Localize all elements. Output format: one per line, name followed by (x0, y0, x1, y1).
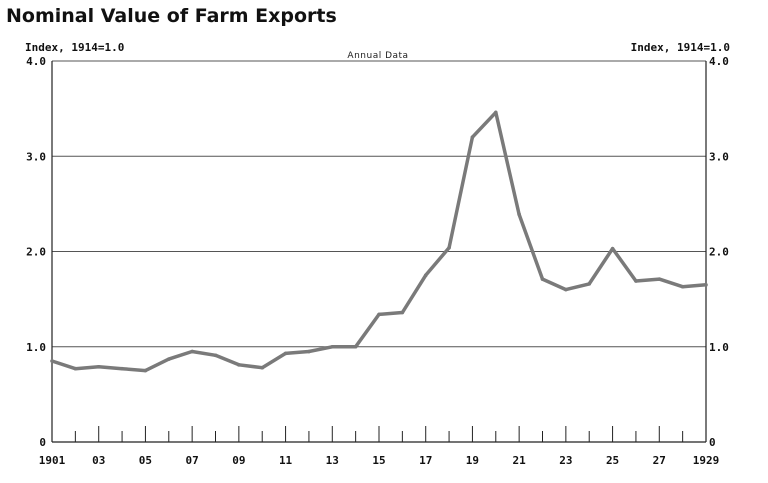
y-tick-label-left: 4.0 (26, 55, 46, 68)
chart-title: Nominal Value of Farm Exports (6, 5, 337, 27)
data-point (283, 351, 288, 356)
data-point (470, 135, 475, 139)
y-tick-label-left: 0 (39, 436, 46, 449)
x-tick-label: 05 (139, 454, 152, 467)
series-line-0 (51, 110, 707, 373)
y-tick-label-right: 4.0 (709, 55, 729, 68)
data-point (143, 368, 148, 373)
x-tick-label: 1929 (693, 454, 720, 467)
y-tick-label-right: 1.0 (709, 341, 729, 354)
x-tick-label: 11 (279, 454, 293, 467)
y-tick-label-right: 0 (709, 436, 716, 449)
x-tick-label: 15 (372, 454, 385, 467)
chart-subtitle: Annual Data (347, 51, 408, 61)
data-point (73, 366, 78, 371)
x-ticks: 1901 03 05 07 09 11 13 15 17 19 21 23 25 27 1929 (39, 426, 720, 467)
x-tick-label: 09 (232, 454, 245, 467)
data-point (540, 277, 545, 281)
y-tick-label-left: 2.0 (26, 246, 46, 259)
x-tick-label: 19 (466, 454, 479, 467)
x-tick-label: 1901 (39, 454, 66, 467)
data-point (330, 344, 335, 349)
data-point (704, 283, 708, 287)
data-point (96, 364, 101, 369)
x-tick-label: 13 (326, 454, 339, 467)
data-point (657, 277, 662, 281)
y-tick-label-right: 3.0 (709, 150, 729, 163)
data-point (190, 349, 194, 354)
x-tick-label: 21 (513, 454, 527, 467)
data-point (377, 312, 381, 317)
x-tick-label: 23 (559, 454, 572, 467)
data-point (517, 212, 521, 217)
x-tick-label: 27 (653, 454, 666, 467)
data-point (634, 279, 638, 283)
data-point (564, 287, 568, 292)
data-point (400, 310, 405, 315)
x-tick-label: 25 (606, 454, 619, 467)
data-point (260, 365, 265, 370)
data-point (680, 284, 685, 289)
x-tick-label: 07 (186, 454, 199, 467)
data-point (610, 246, 615, 251)
data-point (120, 366, 124, 371)
y-axis-label-left: Index, 1914=1.0 (25, 41, 124, 54)
data-point (166, 357, 171, 361)
data-point (307, 349, 311, 354)
data-point (493, 110, 498, 115)
series-layer (50, 110, 708, 373)
data-point (50, 359, 54, 363)
data-point (587, 282, 592, 286)
gridlines (51, 60, 707, 443)
y-tick-label-right: 2.0 (709, 246, 729, 259)
data-point (447, 245, 451, 250)
y-axis-label-right: Index, 1914=1.0 (631, 41, 730, 54)
x-tick-label: 17 (419, 454, 432, 467)
y-tick-label-left: 3.0 (26, 150, 46, 163)
y-tick-labels: 0 0 1.0 1.0 2.0 2.0 3.0 3.0 4.0 4.0 (26, 55, 729, 449)
data-point (423, 273, 428, 278)
data-point (353, 344, 358, 349)
x-tick-label: 03 (92, 454, 105, 467)
y-tick-label-left: 1.0 (26, 341, 46, 354)
data-point (213, 353, 218, 358)
data-point (237, 363, 241, 367)
